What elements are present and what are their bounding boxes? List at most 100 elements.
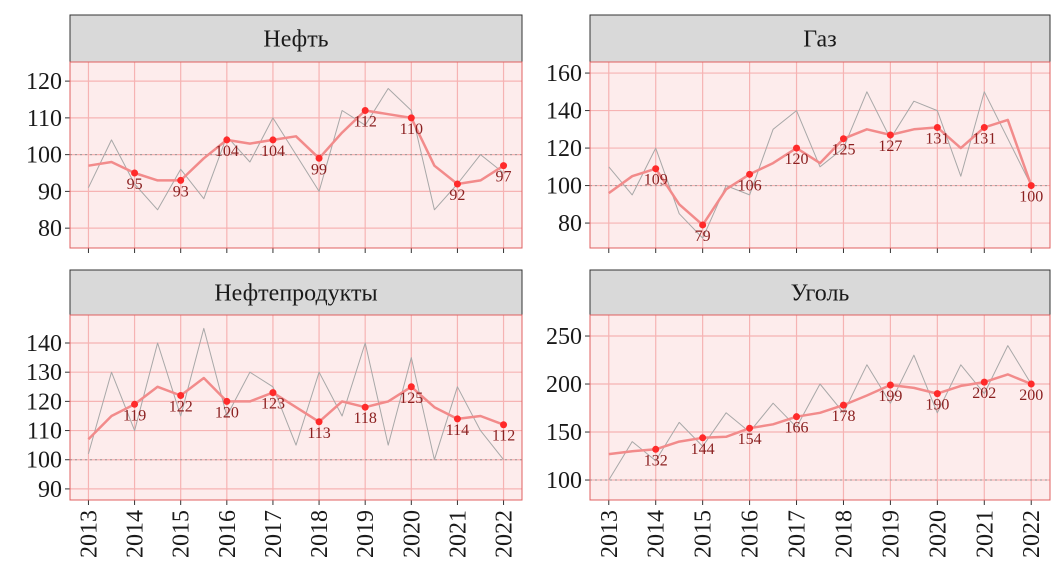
x-tick-label: 2021 — [445, 510, 471, 558]
point-label: 99 — [311, 161, 327, 178]
x-tick-label: 2016 — [738, 510, 764, 558]
raw-line — [608, 91, 1032, 239]
x-tick-label: 2013 — [76, 510, 102, 558]
point-label: 131 — [972, 130, 996, 147]
y-tick-label: 120 — [546, 136, 582, 162]
point-label: 110 — [400, 121, 423, 138]
plot-border — [69, 314, 523, 501]
point — [933, 123, 941, 131]
y-tick-label: 140 — [546, 99, 582, 125]
x-tick-label: 2020 — [925, 510, 951, 558]
point — [361, 403, 369, 411]
point — [746, 424, 754, 432]
x-tick-label: 2015 — [691, 510, 717, 558]
point — [933, 390, 941, 398]
point-label: 125 — [831, 142, 855, 159]
point-label: 123 — [261, 396, 285, 413]
point-label: 109 — [644, 172, 668, 189]
point-label: 112 — [492, 428, 515, 445]
point — [453, 180, 461, 188]
y-tick-label: 120 — [26, 69, 62, 95]
point-label: 125 — [399, 390, 423, 407]
point-label: 95 — [127, 176, 143, 193]
y-tick-label: 160 — [546, 61, 582, 87]
point-label: 127 — [878, 138, 902, 155]
point-label: 104 — [261, 143, 285, 160]
y-tick-label: 90 — [38, 179, 62, 205]
x-tick-label: 2016 — [215, 510, 241, 558]
x-tick-label: 2018 — [831, 510, 857, 558]
point-label: 114 — [446, 422, 469, 439]
point-label: 112 — [353, 114, 376, 131]
point — [980, 123, 988, 131]
point — [886, 381, 894, 389]
point-label: 106 — [738, 177, 762, 194]
smooth-line — [608, 373, 1032, 456]
point-label: 202 — [972, 385, 996, 402]
x-tick-label: 2017 — [785, 510, 811, 558]
point — [315, 418, 323, 426]
point-label: 131 — [925, 130, 949, 147]
x-tick-label: 2021 — [972, 510, 998, 558]
point-label: 190 — [925, 397, 949, 414]
y-tick-label: 140 — [26, 331, 62, 357]
point-label: 154 — [738, 431, 762, 448]
y-tick-label: 150 — [546, 420, 582, 446]
point — [407, 383, 415, 391]
point — [1027, 182, 1035, 190]
point-label: 79 — [695, 228, 711, 245]
x-tick-label: 2019 — [353, 510, 379, 558]
point-label: 178 — [831, 408, 855, 425]
point-label: 100 — [1019, 189, 1043, 206]
plot-border — [589, 61, 1051, 249]
facet-title: Газ — [803, 27, 836, 53]
facet-title: Нефтепродукты — [214, 281, 377, 307]
y-tick-label: 80 — [558, 211, 582, 237]
y-tick-label: 110 — [27, 106, 62, 132]
x-tick-label: 2020 — [399, 510, 425, 558]
point-label: 132 — [644, 452, 668, 469]
raw-line — [87, 327, 504, 461]
smooth-line — [608, 118, 1033, 227]
plot-border — [589, 314, 1051, 501]
facet-title: Уголь — [791, 281, 850, 307]
point — [500, 162, 508, 170]
point-label: 166 — [785, 420, 809, 437]
x-tick-label: 2015 — [169, 510, 195, 558]
strip — [589, 269, 1051, 316]
y-tick-label: 130 — [26, 360, 62, 386]
point — [839, 401, 847, 409]
point — [1027, 380, 1035, 388]
point-label: 122 — [169, 399, 193, 416]
point — [980, 378, 988, 386]
point — [223, 136, 231, 144]
point — [407, 114, 415, 122]
point — [886, 131, 894, 139]
point — [699, 221, 707, 229]
plot-panel — [590, 62, 1050, 248]
y-tick-label: 90 — [38, 477, 62, 503]
x-tick-label: 2018 — [307, 510, 333, 558]
point — [839, 135, 847, 143]
y-tick-label: 110 — [27, 419, 62, 445]
plot-border — [69, 61, 523, 249]
raw-line — [608, 345, 1032, 481]
point — [793, 413, 801, 421]
point-label: 92 — [449, 187, 465, 204]
x-tick-label: 2014 — [123, 510, 149, 558]
x-tick-label: 2022 — [492, 510, 518, 558]
point-label: 144 — [691, 441, 715, 458]
y-tick-label: 100 — [546, 468, 582, 494]
point-label: 113 — [307, 425, 330, 442]
point-label: 118 — [353, 410, 376, 427]
x-tick-label: 2017 — [261, 510, 287, 558]
strip — [69, 269, 523, 316]
point — [361, 107, 369, 115]
x-tick-label: 2014 — [644, 510, 670, 558]
point-label: 200 — [1019, 387, 1043, 404]
point — [652, 165, 660, 173]
point — [269, 389, 277, 397]
point — [177, 392, 185, 400]
facet-title: Нефть — [263, 27, 328, 53]
